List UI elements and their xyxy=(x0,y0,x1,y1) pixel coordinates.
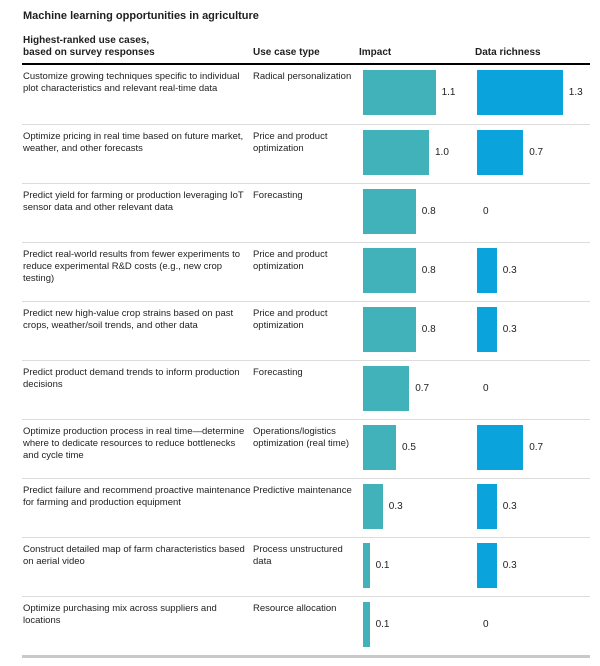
data-richness-cell: 0.3 xyxy=(475,484,590,529)
data-richness-cell: 0.7 xyxy=(475,130,590,175)
impact-cell: 0.1 xyxy=(359,602,475,647)
use-case-text: Optimize purchasing mix across suppliers… xyxy=(23,603,217,626)
table-row: Optimize pricing in real time based on f… xyxy=(22,124,590,183)
impact-bar xyxy=(363,425,396,470)
use-case-text: Predict real-world results from fewer ex… xyxy=(23,249,240,284)
use-case-text: Construct detailed map of farm character… xyxy=(23,544,245,567)
table-row: Predict failure and recommend proactive … xyxy=(22,478,590,537)
use-case-text: Optimize pricing in real time based on f… xyxy=(23,131,244,154)
data-richness-value: 1.3 xyxy=(568,87,583,98)
data-richness-value: 0.3 xyxy=(502,501,517,512)
data-richness-cell: 0 xyxy=(475,602,590,647)
use-case-type: Resource allocation xyxy=(253,603,337,614)
impact-value: 0.1 xyxy=(375,619,390,630)
use-case-type: Forecasting xyxy=(253,190,303,201)
data-richness-value: 0 xyxy=(483,383,489,394)
table-row: Customize growing techniques specific to… xyxy=(22,65,590,124)
use-case-type: Process unstructured data xyxy=(253,544,343,567)
table-row: Optimize purchasing mix across suppliers… xyxy=(22,596,590,655)
table-row: Predict yield for farming or production … xyxy=(22,183,590,242)
impact-bar xyxy=(363,130,429,175)
table-row: Predict product demand trends to inform … xyxy=(22,360,590,419)
table-row: Optimize production process in real time… xyxy=(22,419,590,478)
data-richness-value: 0.3 xyxy=(502,265,517,276)
use-case-text: Customize growing techniques specific to… xyxy=(23,71,240,94)
impact-bar xyxy=(363,484,383,529)
data-richness-value: 0 xyxy=(483,619,489,630)
impact-bar xyxy=(363,248,416,293)
data-richness-value: 0.7 xyxy=(529,442,544,453)
data-richness-cell: 0.3 xyxy=(475,248,590,293)
data-richness-bar xyxy=(477,484,497,529)
impact-value: 1.0 xyxy=(435,147,449,158)
use-case-type: Price and product optimization xyxy=(253,249,328,272)
use-case-type: Radical personalization xyxy=(253,71,352,82)
use-case-text: Predict yield for farming or production … xyxy=(23,190,244,213)
data-richness-cell: 0.3 xyxy=(475,307,590,352)
impact-cell: 1.0 xyxy=(359,130,475,175)
use-case-type: Forecasting xyxy=(253,367,303,378)
table-body: Customize growing techniques specific to… xyxy=(22,65,590,655)
column-header-use-cases-line2: based on survey responses xyxy=(23,47,155,58)
use-case-text: Predict failure and recommend proactive … xyxy=(23,485,251,508)
impact-bar xyxy=(363,307,416,352)
impact-cell: 0.8 xyxy=(359,189,475,234)
column-header-use-cases: Highest-ranked use cases, based on surve… xyxy=(23,35,251,59)
use-case-type: Operations/logistics optimization (real … xyxy=(253,426,350,449)
data-richness-value: 0.7 xyxy=(529,147,544,158)
data-richness-bar xyxy=(477,425,524,470)
impact-value: 0.7 xyxy=(415,383,430,394)
use-case-type: Price and product optimization xyxy=(253,308,328,331)
data-richness-cell: 1.3 xyxy=(475,70,590,115)
use-case-text: Predict product demand trends to inform … xyxy=(23,367,240,390)
impact-cell: 1.1 xyxy=(359,70,475,115)
impact-value: 0.8 xyxy=(421,265,436,276)
data-richness-cell: 0 xyxy=(475,366,590,411)
data-richness-value: 0 xyxy=(483,206,489,217)
impact-bar xyxy=(363,366,410,411)
data-richness-cell: 0 xyxy=(475,189,590,234)
data-richness-bar xyxy=(477,543,497,588)
impact-bar xyxy=(363,543,370,588)
table-row: Construct detailed map of farm character… xyxy=(22,537,590,596)
use-case-text: Predict new high-value crop strains base… xyxy=(23,308,234,331)
impact-value: 0.8 xyxy=(421,324,436,335)
column-header-use-case-type: Use case type xyxy=(253,47,320,58)
column-header-use-cases-line1: Highest-ranked use cases, xyxy=(23,35,150,46)
table-row: Predict new high-value crop strains base… xyxy=(22,301,590,360)
page-title: Machine learning opportunities in agricu… xyxy=(23,10,259,22)
impact-bar xyxy=(363,189,416,234)
data-richness-value: 0.3 xyxy=(502,324,517,335)
impact-bar xyxy=(363,602,370,647)
bottom-rule xyxy=(22,655,590,658)
impact-cell: 0.7 xyxy=(359,366,475,411)
impact-cell: 0.5 xyxy=(359,425,475,470)
data-richness-value: 0.3 xyxy=(502,560,517,571)
impact-value: 0.5 xyxy=(402,442,416,453)
data-richness-cell: 0.7 xyxy=(475,425,590,470)
data-richness-bar xyxy=(477,307,497,352)
use-case-type: Price and product optimization xyxy=(253,131,328,154)
impact-value: 0.3 xyxy=(388,501,403,512)
data-richness-bar xyxy=(477,130,524,175)
table-header: Highest-ranked use cases, based on surve… xyxy=(22,35,590,65)
data-richness-cell: 0.3 xyxy=(475,543,590,588)
column-header-impact: Impact xyxy=(359,47,392,58)
impact-value: 0.1 xyxy=(375,560,390,571)
table-row: Predict real-world results from fewer ex… xyxy=(22,242,590,301)
use-case-type: Predictive maintenance xyxy=(253,485,352,496)
data-richness-bar xyxy=(477,70,563,115)
impact-cell: 0.8 xyxy=(359,307,475,352)
impact-cell: 0.1 xyxy=(359,543,475,588)
impact-cell: 0.8 xyxy=(359,248,475,293)
column-header-data-richness: Data richness xyxy=(475,47,541,58)
impact-value: 1.1 xyxy=(441,87,456,98)
impact-bar xyxy=(363,70,436,115)
impact-cell: 0.3 xyxy=(359,484,475,529)
data-richness-bar xyxy=(477,248,497,293)
use-case-text: Optimize production process in real time… xyxy=(23,426,245,461)
impact-value: 0.8 xyxy=(421,206,436,217)
